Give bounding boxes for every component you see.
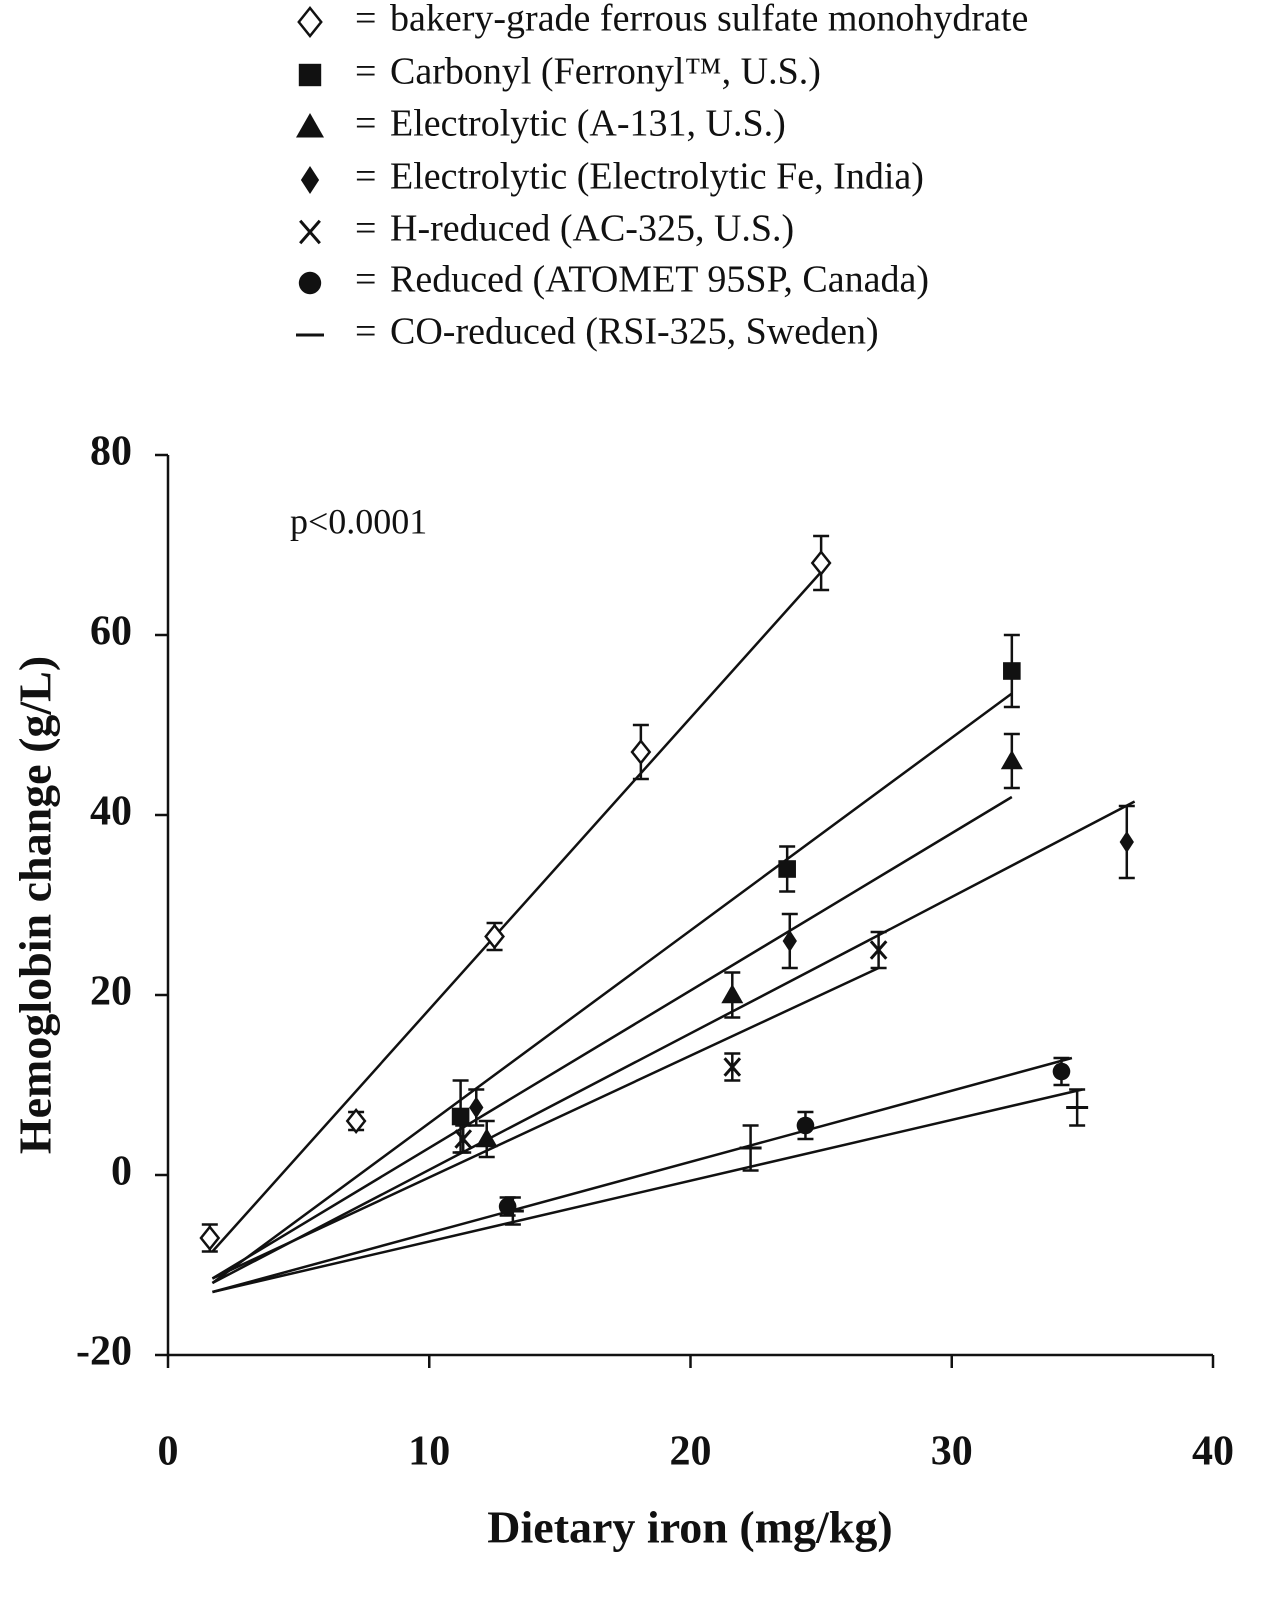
- marker: [297, 5, 323, 39]
- legend-label: CO-reduced (RSI-325, Sweden): [390, 311, 879, 353]
- legend-label: H-reduced (AC-325, U.S.): [390, 208, 794, 250]
- y-tick-label: 80: [90, 429, 132, 475]
- legend-label: Carbonyl (Ferronyl™, U.S.): [390, 51, 821, 93]
- marker: [723, 1057, 742, 1077]
- y-axis-title: Hemoglobin change (g/L): [10, 656, 61, 1154]
- y-tick-label: -20: [76, 1329, 132, 1375]
- marker: [299, 219, 321, 245]
- legend-separator: =: [355, 208, 376, 250]
- legend-separator: =: [355, 51, 376, 93]
- legend-separator: =: [355, 311, 376, 353]
- y-tick-label: 20: [90, 969, 132, 1015]
- legend-label: Electrolytic (Electrolytic Fe, India): [390, 156, 924, 198]
- marker: [300, 166, 320, 194]
- marker: [630, 738, 652, 766]
- marker: [345, 1107, 367, 1135]
- fit-line: [211, 692, 1013, 1285]
- fit-line: [211, 571, 823, 1253]
- fit-line: [212, 1088, 1083, 1294]
- marker: [451, 1107, 470, 1126]
- marker: [1000, 750, 1023, 770]
- marker: [1003, 662, 1021, 680]
- legend-label: Reduced (ATOMET 95SP, Canada): [390, 259, 929, 301]
- marker: [796, 1116, 815, 1135]
- marker: [484, 923, 505, 950]
- annotation: p<0.0001: [290, 501, 427, 541]
- marker: [1052, 1062, 1071, 1081]
- x-tick-label: 40: [1192, 1429, 1234, 1475]
- x-tick-label: 20: [670, 1429, 712, 1475]
- legend-separator: =: [355, 156, 376, 198]
- x-tick-label: 10: [408, 1429, 450, 1475]
- marker: [782, 930, 797, 952]
- x-tick-label: 30: [931, 1429, 973, 1475]
- x-axis-title: Dietary iron (mg/kg): [487, 1502, 892, 1553]
- legend-separator: =: [355, 0, 376, 40]
- fit-line: [212, 1056, 1073, 1294]
- marker: [298, 63, 322, 87]
- legend-label: Electrolytic (A-131, U.S.): [390, 103, 786, 145]
- marker: [469, 1096, 484, 1119]
- marker: [298, 271, 322, 295]
- legend-separator: =: [355, 103, 376, 145]
- marker: [296, 113, 324, 138]
- y-tick-label: 0: [111, 1149, 132, 1195]
- marker: [1119, 831, 1134, 853]
- marker: [721, 984, 744, 1004]
- legend-separator: =: [355, 259, 376, 301]
- fit-line: [211, 795, 1013, 1280]
- y-tick-label: 40: [90, 789, 132, 835]
- marker: [199, 1224, 221, 1252]
- marker: [869, 940, 888, 960]
- y-tick-label: 60: [90, 609, 132, 655]
- marker: [454, 1129, 473, 1149]
- legend-label: bakery-grade ferrous sulfate monohydrate: [390, 0, 1028, 40]
- x-tick-label: 0: [158, 1429, 179, 1475]
- fit-line: [211, 966, 880, 1280]
- fit-line: [211, 800, 1136, 1285]
- marker: [810, 549, 832, 577]
- marker: [778, 860, 796, 878]
